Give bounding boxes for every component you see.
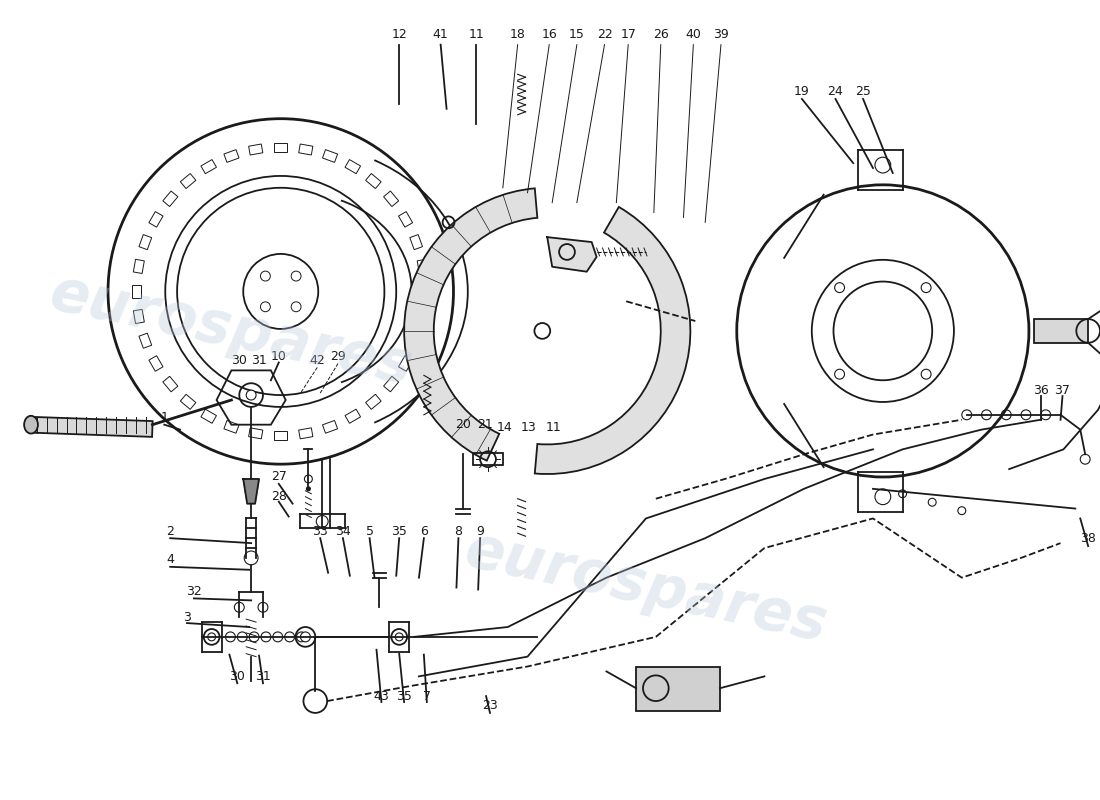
Circle shape [300,632,310,642]
Bar [1034,319,1088,342]
Text: 17: 17 [620,28,636,42]
Text: 8: 8 [454,525,462,538]
Text: 26: 26 [653,28,669,42]
Bar [417,310,428,323]
Bar [345,409,361,423]
Bar [473,454,503,465]
Text: 14: 14 [497,421,513,434]
Text: 42: 42 [309,354,326,367]
Bar [322,150,338,162]
Text: 32: 32 [186,585,201,598]
Text: eurospares: eurospares [460,522,833,654]
Ellipse shape [24,416,37,434]
Bar [299,428,312,439]
Bar [180,394,196,410]
Bar [201,409,217,423]
Bar [133,259,144,274]
Text: 2: 2 [166,525,174,538]
Bar [365,174,381,189]
Bar [201,159,217,174]
Bar [139,333,152,348]
Text: 25: 25 [855,85,871,98]
Bar [224,421,239,434]
Bar [384,376,398,392]
Text: 3: 3 [183,610,191,624]
Text: 43: 43 [374,690,389,702]
Text: 31: 31 [251,354,267,367]
Text: 29: 29 [330,350,345,363]
Text: 28: 28 [271,490,287,503]
Text: 27: 27 [271,470,287,483]
Text: 19: 19 [794,85,810,98]
Text: 11: 11 [546,421,561,434]
Bar [249,144,263,155]
Text: 30: 30 [230,670,245,683]
Text: 15: 15 [569,28,585,42]
Text: 34: 34 [336,525,351,538]
Bar [398,211,412,227]
Bar [322,421,338,434]
Bar [398,356,412,371]
Bar [410,333,422,348]
Text: 37: 37 [1055,384,1070,397]
Bar [345,159,361,174]
Bar [249,428,263,439]
Bar [224,150,239,162]
Bar [29,417,153,437]
Bar [636,666,720,711]
Text: 39: 39 [713,28,729,42]
Bar [148,356,163,371]
Text: 12: 12 [392,28,407,42]
Text: 20: 20 [455,418,471,431]
Bar [299,144,312,155]
Text: 4: 4 [166,554,174,566]
Circle shape [246,390,256,400]
Text: 24: 24 [827,85,844,98]
Text: eurospares: eurospares [45,265,418,397]
Bar [163,191,178,206]
Bar [133,310,144,323]
Text: 31: 31 [255,670,271,683]
Text: 6: 6 [420,525,428,538]
Bar [410,234,422,250]
Wedge shape [404,188,538,461]
Polygon shape [548,237,596,272]
Text: 35: 35 [392,525,407,538]
Text: 9: 9 [476,525,484,538]
Circle shape [208,633,216,641]
Circle shape [307,487,310,491]
Text: 7: 7 [422,690,431,702]
Text: 21: 21 [477,418,493,431]
Text: 30: 30 [231,354,248,367]
Text: 41: 41 [432,28,449,42]
Bar [274,143,287,152]
Text: 40: 40 [685,28,702,42]
Wedge shape [535,207,691,474]
Bar [420,285,429,298]
Text: 35: 35 [396,690,412,702]
Bar [417,259,428,274]
Text: 33: 33 [312,525,328,538]
Text: 5: 5 [365,525,374,538]
Text: 1: 1 [161,411,168,424]
Text: 22: 22 [596,28,613,42]
Text: 16: 16 [541,28,557,42]
Polygon shape [243,479,258,504]
Bar [132,285,141,298]
Circle shape [395,633,403,641]
Text: 38: 38 [1080,532,1096,545]
Bar [139,234,152,250]
Bar [163,376,178,392]
Text: 23: 23 [482,699,498,713]
Bar [148,211,163,227]
Text: 18: 18 [509,28,526,42]
Text: 13: 13 [520,421,537,434]
Bar [365,394,381,410]
Bar [180,174,196,189]
Text: 36: 36 [1033,384,1048,397]
Bar [384,191,398,206]
Text: 10: 10 [271,350,287,363]
Bar [274,431,287,440]
Text: 11: 11 [469,28,484,42]
